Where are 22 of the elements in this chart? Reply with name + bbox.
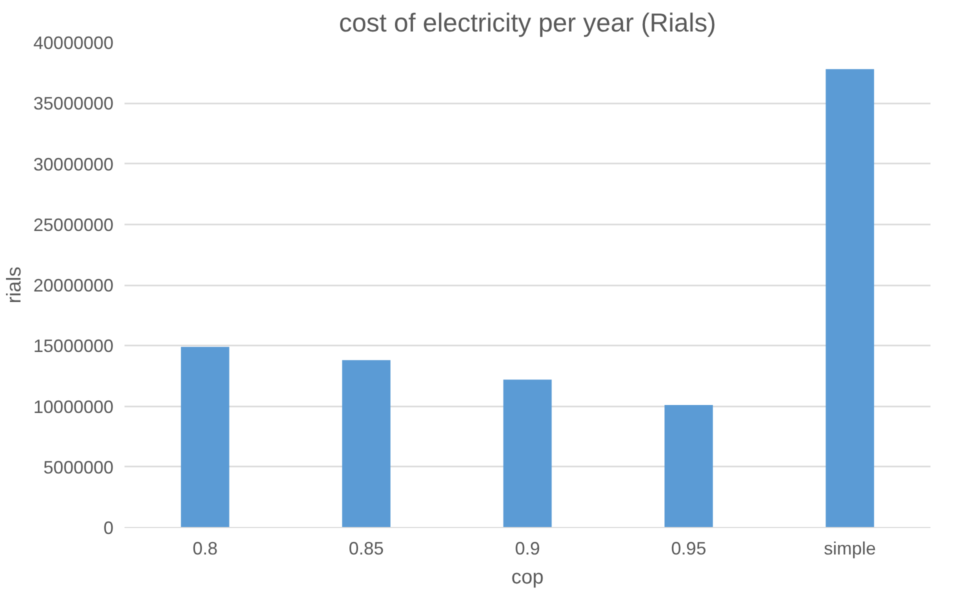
y-tick-label: 15000000 — [33, 336, 114, 356]
y-tick-label: 20000000 — [33, 276, 114, 296]
bar — [826, 69, 874, 528]
y-tick-label: 0 — [103, 518, 114, 538]
bar — [180, 346, 230, 528]
x-axis-title: cop — [511, 566, 544, 588]
y-axis-title: rials — [3, 266, 26, 304]
x-tick-label: simple — [824, 538, 876, 558]
y-tick-label: 40000000 — [33, 33, 114, 53]
x-tick-label: 0.95 — [671, 538, 706, 558]
x-tick-label: 0.9 — [514, 538, 540, 558]
y-tick-label: 5000000 — [43, 457, 114, 478]
bar — [342, 360, 390, 528]
x-tick-label: 0.8 — [192, 538, 218, 558]
x-tick-label: 0.85 — [348, 538, 384, 558]
y-tick-label: 30000000 — [33, 154, 114, 174]
bar — [503, 380, 552, 528]
chart-title: cost of electricity per year (Rials) — [338, 8, 716, 38]
y-tick-label: 25000000 — [33, 214, 114, 235]
bar — [664, 405, 713, 528]
y-tick-label: 35000000 — [33, 94, 114, 114]
y-tick-label: 10000000 — [33, 396, 114, 417]
